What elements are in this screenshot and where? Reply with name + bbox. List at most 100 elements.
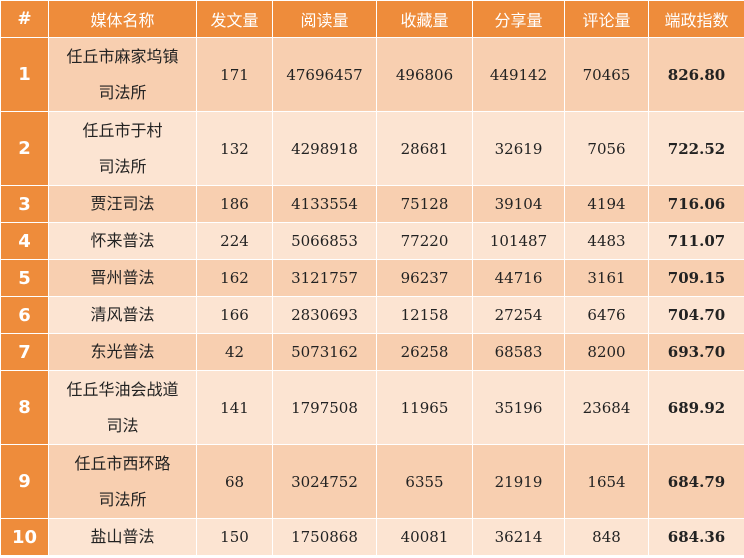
shares-cell: 44716 (472, 259, 565, 297)
table-row: 5 晋州普法 162 3121757 96237 44716 3161 709.15 (0, 259, 744, 297)
shares-cell: 35196 (472, 370, 565, 445)
shares-cell: 36214 (472, 518, 565, 556)
rank-cell: 7 (0, 333, 49, 371)
reads-cell: 3024752 (272, 444, 377, 519)
index-cell: 704.70 (648, 296, 744, 334)
header-favorites: 收藏量 (376, 0, 473, 38)
reads-cell: 3121757 (272, 259, 377, 297)
table-row: 4 怀来普法 224 5066853 77220 101487 4483 711.07 (0, 222, 744, 260)
media-name-line: 司法所 (98, 489, 147, 509)
shares-cell: 39104 (472, 185, 565, 223)
media-name-cell: 任丘市西环路 司法所 (48, 444, 197, 519)
posts-cell: 141 (196, 370, 273, 445)
favorites-cell: 12158 (376, 296, 473, 334)
comments-cell: 4194 (564, 185, 649, 223)
header-rank: # (0, 0, 49, 38)
table-row: 2 任丘市于村 司法所 132 4298918 28681 32619 7056 722.52 (0, 111, 744, 186)
posts-cell: 224 (196, 222, 273, 260)
posts-cell: 68 (196, 444, 273, 519)
rank-cell: 10 (0, 518, 49, 556)
rank-cell: 6 (0, 296, 49, 334)
comments-cell: 7056 (564, 111, 649, 186)
comments-cell: 848 (564, 518, 649, 556)
header-index: 端政指数 (648, 0, 744, 38)
rank-cell: 5 (0, 259, 49, 297)
header-posts: 发文量 (196, 0, 273, 38)
favorites-cell: 77220 (376, 222, 473, 260)
posts-cell: 186 (196, 185, 273, 223)
reads-cell: 4133554 (272, 185, 377, 223)
reads-cell: 47696457 (272, 37, 377, 112)
index-cell: 689.92 (648, 370, 744, 445)
comments-cell: 23684 (564, 370, 649, 445)
media-name-cell: 任丘市麻家坞镇 司法所 (48, 37, 197, 112)
index-cell: 716.06 (648, 185, 744, 223)
favorites-cell: 75128 (376, 185, 473, 223)
comments-cell: 4483 (564, 222, 649, 260)
comments-cell: 3161 (564, 259, 649, 297)
header-shares: 分享量 (472, 0, 565, 38)
table-row: 1 任丘市麻家坞镇 司法所 171 47696457 496806 449142 70465 8… (0, 37, 744, 112)
posts-cell: 150 (196, 518, 273, 556)
media-name-line: 任丘市于村 (82, 120, 163, 140)
media-name-cell: 晋州普法 (48, 259, 197, 297)
favorites-cell: 26258 (376, 333, 473, 371)
posts-cell: 42 (196, 333, 273, 371)
header-reads: 阅读量 (272, 0, 377, 38)
rank-cell: 9 (0, 444, 49, 519)
media-name-cell: 东光普法 (48, 333, 197, 371)
shares-cell: 21919 (472, 444, 565, 519)
media-name-line: 怀来普法 (90, 231, 155, 250)
media-name-line: 任丘华油会战道 (66, 379, 179, 399)
rank-cell: 4 (0, 222, 49, 260)
favorites-cell: 28681 (376, 111, 473, 186)
media-name-line: 任丘市麻家坞镇 (66, 46, 179, 66)
shares-cell: 449142 (472, 37, 565, 112)
media-name-cell: 任丘华油会战道 司法 (48, 370, 197, 445)
media-name-line: 司法所 (98, 156, 147, 176)
index-cell: 711.07 (648, 222, 744, 260)
shares-cell: 68583 (472, 333, 565, 371)
header-comments: 评论量 (564, 0, 649, 38)
rank-cell: 3 (0, 185, 49, 223)
index-cell: 693.70 (648, 333, 744, 371)
reads-cell: 5066853 (272, 222, 377, 260)
media-name-cell: 清风普法 (48, 296, 197, 334)
rank-cell: 1 (0, 37, 49, 112)
reads-cell: 1750868 (272, 518, 377, 556)
rank-cell: 8 (0, 370, 49, 445)
reads-cell: 1797508 (272, 370, 377, 445)
posts-cell: 166 (196, 296, 273, 334)
table-row: 9 任丘市西环路 司法所 68 3024752 6355 21919 1654 684.79 (0, 444, 744, 519)
index-cell: 722.52 (648, 111, 744, 186)
media-name-line: 司法所 (98, 82, 147, 102)
posts-cell: 162 (196, 259, 273, 297)
table-row: 3 贾汪司法 186 4133554 75128 39104 4194 716.06 (0, 185, 744, 223)
media-name-line: 任丘市西环路 (74, 453, 171, 473)
reads-cell: 5073162 (272, 333, 377, 371)
favorites-cell: 496806 (376, 37, 473, 112)
shares-cell: 101487 (472, 222, 565, 260)
reads-cell: 2830693 (272, 296, 377, 334)
media-name-line: 贾汪司法 (90, 194, 155, 213)
header-media-name: 媒体名称 (48, 0, 197, 38)
comments-cell: 1654 (564, 444, 649, 519)
comments-cell: 70465 (564, 37, 649, 112)
favorites-cell: 11965 (376, 370, 473, 445)
posts-cell: 132 (196, 111, 273, 186)
table-row: 6 清风普法 166 2830693 12158 27254 6476 704.70 (0, 296, 744, 334)
table-row: 10 盐山普法 150 1750868 40081 36214 848 684.36 (0, 518, 744, 556)
index-cell: 684.36 (648, 518, 744, 556)
media-name-line: 东光普法 (90, 342, 155, 361)
shares-cell: 27254 (472, 296, 565, 334)
table-row: 7 东光普法 42 5073162 26258 68583 8200 693.70 (0, 333, 744, 371)
table-body: 1 任丘市麻家坞镇 司法所 171 47696457 496806 449142 70465 8… (0, 37, 744, 556)
header-row: # 媒体名称 发文量 阅读量 收藏量 分享量 评论量 端政指数 (0, 0, 744, 38)
media-name-cell: 任丘市于村 司法所 (48, 111, 197, 186)
favorites-cell: 6355 (376, 444, 473, 519)
comments-cell: 6476 (564, 296, 649, 334)
shares-cell: 32619 (472, 111, 565, 186)
index-cell: 684.79 (648, 444, 744, 519)
media-name-cell: 怀来普法 (48, 222, 197, 260)
